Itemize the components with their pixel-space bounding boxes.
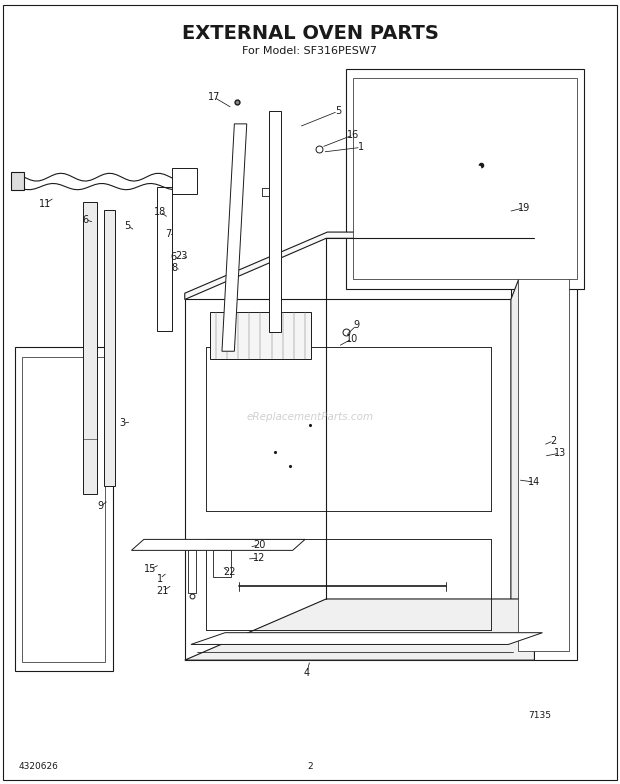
Text: 9: 9 [97,502,104,511]
Text: 6: 6 [82,215,89,224]
Text: 12: 12 [253,554,265,563]
Polygon shape [172,168,197,194]
Polygon shape [185,599,534,660]
Text: 8: 8 [172,263,178,273]
Text: 15: 15 [144,564,156,574]
Text: 9: 9 [353,321,360,330]
Text: 7135: 7135 [528,710,551,720]
Polygon shape [11,172,24,190]
Text: 23: 23 [175,251,187,260]
Polygon shape [157,187,172,331]
Text: 7: 7 [166,229,172,238]
Polygon shape [518,100,569,651]
Text: 17: 17 [208,93,220,102]
Text: 21: 21 [156,586,169,596]
Polygon shape [269,111,281,332]
Polygon shape [210,312,311,359]
Text: 6: 6 [170,252,177,262]
Text: 13: 13 [554,448,566,458]
Text: 5: 5 [335,107,341,116]
Polygon shape [83,202,97,494]
Polygon shape [191,633,542,644]
Text: 1: 1 [157,574,163,583]
Text: 2: 2 [551,436,557,445]
Text: 4: 4 [304,668,310,677]
Text: 11: 11 [38,199,51,209]
Polygon shape [213,550,231,577]
Text: 22: 22 [223,568,236,577]
Polygon shape [222,124,247,351]
Polygon shape [511,90,577,660]
Text: 20: 20 [253,540,265,550]
Text: 2: 2 [307,762,313,771]
Polygon shape [22,357,105,662]
Text: 3: 3 [119,419,125,428]
Text: 14: 14 [528,477,541,487]
Text: 1: 1 [358,143,364,152]
Polygon shape [346,69,584,289]
Polygon shape [131,539,305,550]
Text: 5: 5 [125,221,131,230]
Polygon shape [104,210,115,486]
Polygon shape [185,232,534,299]
Text: 10: 10 [346,334,358,343]
Polygon shape [15,347,113,671]
Text: For Model: SF316PESW7: For Model: SF316PESW7 [242,46,378,56]
Text: 19: 19 [518,203,530,212]
Text: EXTERNAL OVEN PARTS: EXTERNAL OVEN PARTS [182,24,438,43]
Text: 16: 16 [347,130,360,140]
Text: eReplacementParts.com: eReplacementParts.com [246,412,374,422]
Polygon shape [185,299,511,660]
Polygon shape [511,238,534,660]
Text: 4320626: 4320626 [19,762,58,771]
Polygon shape [188,550,196,593]
Text: 18: 18 [154,207,166,216]
Polygon shape [353,78,577,279]
